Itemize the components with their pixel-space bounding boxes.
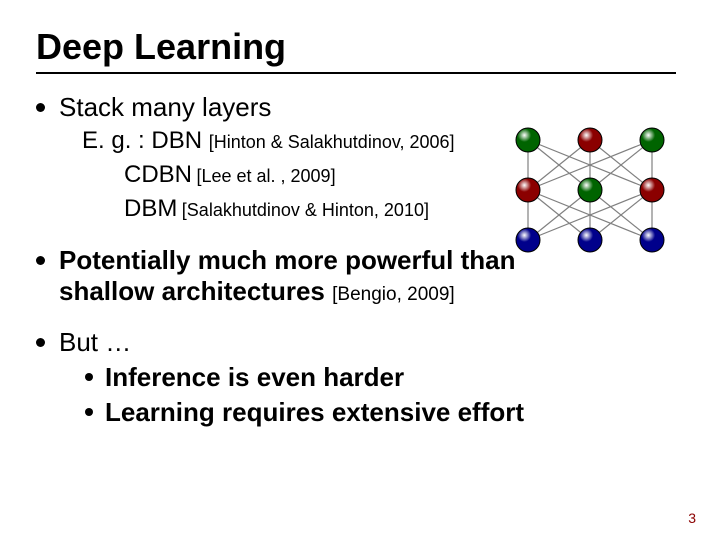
bullet-3-sub2: Learning requires extensive effort xyxy=(85,397,684,428)
network-node xyxy=(578,128,602,152)
bullet-2-cite: [Bengio, 2009] xyxy=(332,284,455,305)
bullet-3-text: But … xyxy=(59,327,684,358)
bullet-2-line1: Potentially much more powerful than xyxy=(59,245,516,275)
network-node xyxy=(640,178,664,202)
dbn-cite: [Hinton & Salakhutdinov, 2006] xyxy=(209,132,455,152)
bullet-3-sublist: Inference is even harder Learning requir… xyxy=(85,362,684,428)
network-node xyxy=(516,128,540,152)
dbm-cite: [Salakhutdinov & Hinton, 2010] xyxy=(182,200,429,220)
bullet-3-sub1: Inference is even harder xyxy=(85,362,684,393)
slide: Deep Learning Stack many layers E. g. : … xyxy=(0,0,720,540)
network-diagram xyxy=(500,124,680,256)
bullet-3-sub2-text: Learning requires extensive effort xyxy=(105,397,524,428)
network-node xyxy=(640,228,664,252)
network-node xyxy=(578,228,602,252)
cdbn-label: CDBN xyxy=(124,161,192,188)
dbm-label: DBM xyxy=(124,195,177,222)
page-number: 3 xyxy=(688,510,696,526)
bullet-3-content: But … Inference is even harder Learning … xyxy=(59,327,684,428)
bullet-dot-icon xyxy=(36,338,45,347)
network-node xyxy=(516,228,540,252)
bullet-3: But … Inference is even harder Learning … xyxy=(36,327,684,428)
bullet-2-text: Potentially much more powerful than shal… xyxy=(59,245,516,307)
slide-title: Deep Learning xyxy=(36,26,676,74)
bullet-dot-icon xyxy=(36,256,45,265)
eg-prefix: E. g. : xyxy=(82,127,151,154)
dbn-label: DBN xyxy=(151,127,202,154)
bullet-1: Stack many layers xyxy=(36,92,684,123)
network-node xyxy=(578,178,602,202)
network-node xyxy=(516,178,540,202)
sub-bullet-dot-icon xyxy=(85,373,93,381)
bullet-1-text: Stack many layers xyxy=(59,92,271,123)
cdbn-cite: [Lee et al. , 2009] xyxy=(196,166,335,186)
bullet-2-line2: shallow architectures xyxy=(59,276,325,306)
bullet-3-sub1-text: Inference is even harder xyxy=(105,362,404,393)
sub-bullet-dot-icon xyxy=(85,408,93,416)
bullet-dot-icon xyxy=(36,103,45,112)
network-node xyxy=(640,128,664,152)
